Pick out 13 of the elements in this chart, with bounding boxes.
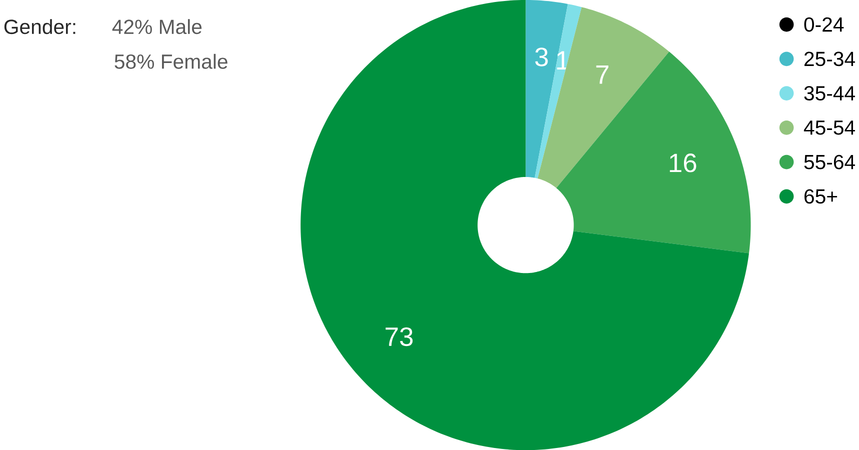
legend-label: 25-34 [804, 52, 855, 66]
text: 58% Female [114, 54, 228, 69]
legend-label: 45-54 [804, 120, 855, 135]
data-label: 3 [535, 48, 548, 66]
text: Gender: [4, 19, 76, 34]
data-label: 73 [386, 327, 413, 346]
legend-label: 35-44 [804, 86, 855, 100]
data-label: 16 [670, 153, 696, 172]
text: 42% Male [112, 19, 202, 34]
legend-label: 0-24 [804, 17, 844, 32]
legend-label: 55-64 [804, 154, 855, 170]
data-label: 7 [596, 65, 608, 84]
legend-label: 65+ [804, 189, 838, 204]
